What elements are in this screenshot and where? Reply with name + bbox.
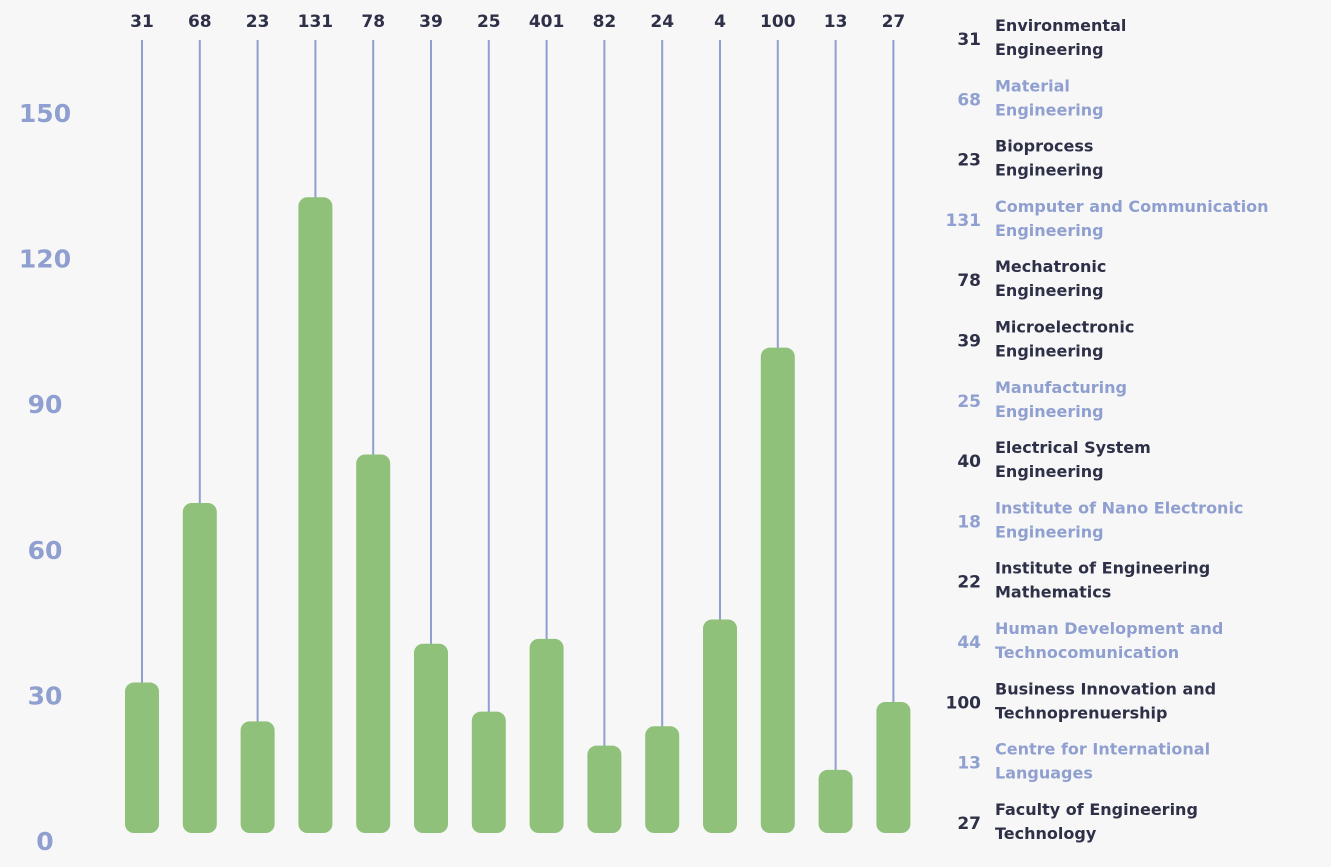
legend-label: Mechatronic Engineering [995,257,1106,300]
bar [645,726,680,833]
column-label: 31 [130,12,154,32]
column-label: 401 [529,12,565,32]
legend-value: 44 [957,633,981,653]
column-label: 39 [419,12,443,32]
legend-label: Manufacturing Engineering [995,377,1127,420]
bar [587,745,622,833]
legend-value: 23 [957,151,981,171]
legend-label: Business Innovation and Technoprenuership [995,679,1216,722]
legend-label: Centre for International Languages [995,739,1210,782]
y-tick-label: 90 [28,390,63,419]
legend-label: Material Engineering [995,76,1104,119]
column-label: 78 [361,12,385,32]
legend-value: 18 [957,512,981,532]
bar [760,347,795,833]
column-label: 25 [477,12,501,32]
legend-value: 131 [946,211,982,231]
column-label: 82 [593,12,617,32]
legend-label: Human Development and Technocomunication [995,619,1223,662]
y-tick-label: 60 [28,536,63,565]
column-label: 27 [882,12,906,32]
legend-label: Faculty of Engineering Technology [995,799,1198,842]
y-tick-label: 120 [19,245,71,274]
legend-value: 13 [957,754,981,774]
legend-label: Bioprocess Engineering [995,136,1104,179]
y-tick-label: 30 [28,681,63,710]
y-tick-label: 150 [19,99,71,128]
bar [298,197,333,834]
column-label: 24 [650,12,674,32]
bar [125,682,159,833]
column-label: 13 [824,12,848,32]
bar [703,619,737,833]
legend-label: Environmental Engineering [995,16,1126,59]
legend-label: Computer and Communication Engineering [995,196,1269,239]
column-label: 131 [298,12,334,32]
legend-label: Electrical System Engineering [995,438,1151,481]
legend-value: 27 [957,814,981,834]
bar [529,638,564,833]
legend-value: 22 [957,573,981,593]
column-label: 4 [714,12,726,32]
legend-value: 25 [957,392,981,412]
bar [356,454,391,833]
bar [182,502,217,833]
legend-label: Institute of Engineering Mathematics [995,558,1210,601]
column-label: 68 [188,12,212,32]
bar [876,701,911,833]
legend-value: 78 [957,271,981,291]
bar [414,643,448,833]
legend-label: Microelectronic Engineering [995,317,1134,360]
legend-value: 100 [946,693,982,713]
legend-value: 68 [957,90,981,110]
bar [471,711,506,833]
bar [240,721,275,833]
legend-value: 40 [957,452,981,472]
legend-value: 31 [957,30,981,50]
legend-label: Institute of Nano Electronic Engineering [995,498,1243,541]
legend-value: 39 [957,332,981,352]
column-label: 23 [246,12,270,32]
column-label: 100 [760,12,796,32]
y-tick-label: 0 [36,827,53,856]
bar [818,769,853,833]
